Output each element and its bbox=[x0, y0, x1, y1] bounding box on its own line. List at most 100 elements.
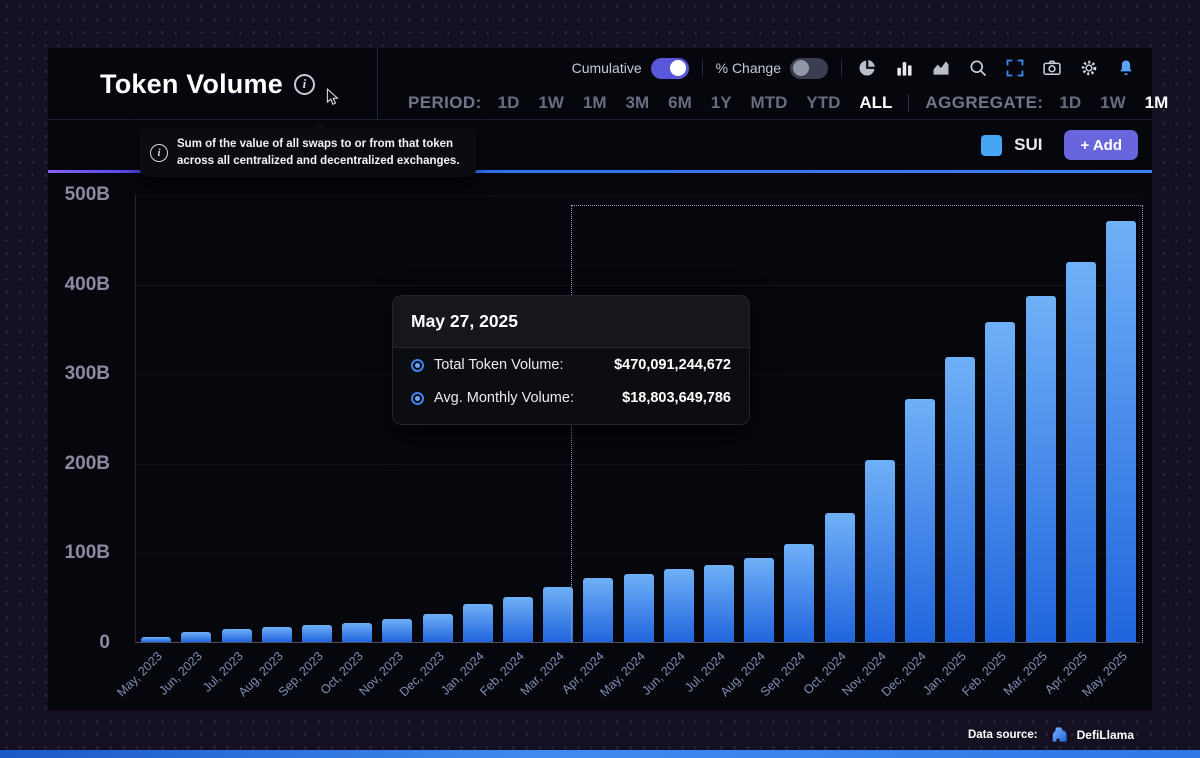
bar-sep-2023[interactable] bbox=[301, 624, 332, 642]
bar-feb-2025[interactable] bbox=[985, 322, 1016, 642]
bar-chart-icon[interactable] bbox=[892, 56, 916, 80]
bar-may-2023[interactable] bbox=[141, 636, 172, 642]
pie-chart-icon[interactable] bbox=[855, 56, 879, 80]
legend-token-label: SUI bbox=[1014, 135, 1043, 154]
notifications-bell-icon[interactable] bbox=[1114, 56, 1138, 80]
bar-jul-2023[interactable] bbox=[221, 629, 252, 642]
y-tick-label: 100B bbox=[64, 542, 110, 564]
y-tick-label: 300B bbox=[64, 363, 110, 385]
bar-nov-2023[interactable] bbox=[382, 618, 413, 642]
option-1w[interactable]: 1W bbox=[1100, 93, 1126, 112]
y-tick-label: 200B bbox=[64, 452, 110, 474]
pct-change-label: % Change bbox=[715, 60, 781, 76]
option-1m[interactable]: 1M bbox=[1144, 93, 1169, 112]
divider bbox=[908, 94, 910, 112]
bar-aug-2023[interactable] bbox=[261, 626, 292, 642]
bar-aug-2024[interactable] bbox=[744, 557, 775, 642]
settings-gear-icon[interactable] bbox=[1077, 56, 1101, 80]
camera-icon[interactable] bbox=[1040, 56, 1064, 80]
chart-tooltip: May 27, 2025 Total Token Volume: $470,09… bbox=[392, 295, 750, 425]
tooltip-row-value: $18,803,649,786 bbox=[622, 390, 731, 406]
chart-controls: Cumulative % Change bbox=[572, 48, 1138, 88]
gridline bbox=[136, 463, 1140, 465]
plot-area bbox=[135, 195, 1143, 643]
data-source: Data source: DefiLlama bbox=[968, 726, 1134, 743]
period-options: 1D 1W 1M 3M 6M 1Y MTD YTD ALL bbox=[498, 93, 893, 113]
mouse-cursor-icon bbox=[326, 88, 339, 105]
bottom-accent-bar bbox=[0, 750, 1200, 758]
panel-header: Token Volume Cumulative % Change bbox=[48, 48, 1168, 120]
cumulative-label: Cumulative bbox=[571, 60, 642, 76]
bar-jun-2024[interactable] bbox=[663, 569, 694, 642]
cumulative-toggle-group: Cumulative bbox=[571, 57, 689, 79]
toggle-knob bbox=[669, 60, 686, 76]
bar-apr-2024[interactable] bbox=[583, 577, 614, 642]
area-chart-icon[interactable] bbox=[929, 56, 953, 80]
cumulative-toggle[interactable] bbox=[650, 57, 689, 79]
search-icon[interactable] bbox=[966, 56, 990, 80]
defillama-logo-icon[interactable] bbox=[1051, 726, 1068, 743]
gridline bbox=[136, 195, 1140, 196]
y-tick-label: 400B bbox=[64, 273, 110, 295]
option-ytd[interactable]: YTD bbox=[806, 93, 841, 112]
aggregate-options: 1D 1W 1M bbox=[1059, 93, 1168, 113]
bar-nov-2024[interactable] bbox=[864, 460, 895, 642]
token-volume-panel: Token Volume Cumulative % Change bbox=[48, 48, 1168, 710]
bar-oct-2023[interactable] bbox=[342, 623, 373, 642]
option-1d[interactable]: 1D bbox=[1059, 93, 1082, 112]
toggle-knob bbox=[793, 60, 809, 76]
tooltip-row-value: $470,091,244,672 bbox=[614, 357, 731, 373]
tooltip-date: May 27, 2025 bbox=[393, 296, 749, 348]
bar-dec-2023[interactable] bbox=[422, 614, 453, 642]
y-tick-label: 500B bbox=[64, 184, 110, 205]
gridline bbox=[136, 553, 1140, 555]
aggregate-label: AGGREGATE: bbox=[925, 93, 1044, 112]
tooltip-row: Total Token Volume: $470,091,244,672 bbox=[393, 348, 749, 381]
info-tooltip-text: Sum of the value of all swaps to or from… bbox=[177, 138, 460, 167]
divider bbox=[841, 59, 842, 77]
option-6m[interactable]: 6M bbox=[668, 93, 692, 112]
legend-swatch[interactable] bbox=[981, 134, 1003, 156]
bar-jan-2025[interactable] bbox=[945, 357, 976, 642]
pct-change-toggle-group: % Change bbox=[715, 57, 828, 79]
pct-change-toggle[interactable] bbox=[790, 57, 828, 79]
gridline bbox=[136, 284, 1140, 286]
x-axis-labels: May, 2023 Jun, 2023 Jul, 2023 Aug, 2023 Sep,… bbox=[114, 649, 1140, 709]
y-axis: 500B 400B 300B 200B 100B 0 bbox=[48, 184, 124, 653]
option-1w[interactable]: 1W bbox=[538, 93, 564, 112]
bar-sep-2024[interactable] bbox=[784, 544, 815, 642]
tooltip-row-label: Avg. Monthly Volume: bbox=[434, 390, 574, 406]
info-circle-icon bbox=[150, 143, 168, 162]
y-tick-label: 0 bbox=[99, 632, 110, 653]
option-1m[interactable]: 1M bbox=[582, 93, 607, 112]
bar-mar-2025[interactable] bbox=[1025, 296, 1056, 642]
fullscreen-icon[interactable] bbox=[1003, 56, 1027, 80]
bar-apr-2025[interactable] bbox=[1065, 262, 1096, 642]
defillama-label[interactable]: DefiLlama bbox=[1076, 727, 1134, 742]
title-box: Token Volume bbox=[48, 48, 378, 120]
bar-jun-2023[interactable] bbox=[181, 632, 212, 642]
bar-may-2024[interactable] bbox=[623, 573, 654, 642]
info-icon[interactable] bbox=[293, 73, 315, 95]
option-1d[interactable]: 1D bbox=[497, 93, 520, 112]
bar-oct-2024[interactable] bbox=[824, 512, 855, 642]
bar-dec-2024[interactable] bbox=[904, 399, 935, 642]
bar-feb-2024[interactable] bbox=[502, 597, 533, 642]
period-bar: PERIOD: 1D 1W 1M 3M 6M 1Y MTD YTD ALL AGGREGATE:… bbox=[408, 86, 1184, 120]
bar-jul-2024[interactable] bbox=[703, 564, 734, 642]
option-mtd[interactable]: MTD bbox=[750, 93, 788, 112]
option-all[interactable]: ALL bbox=[859, 93, 893, 112]
tooltip-row-label: Total Token Volume: bbox=[434, 357, 564, 373]
bar-mar-2024[interactable] bbox=[543, 587, 574, 642]
option-1y[interactable]: 1Y bbox=[710, 93, 732, 112]
add-token-button[interactable]: + Add bbox=[1064, 130, 1138, 160]
accent-divider bbox=[48, 170, 1152, 173]
series-dot-icon bbox=[411, 358, 424, 372]
bar-may-2025[interactable] bbox=[1105, 220, 1136, 642]
tooltip-row: Avg. Monthly Volume: $18,803,649,786 bbox=[393, 381, 749, 414]
option-3m[interactable]: 3M bbox=[625, 93, 650, 112]
bar-jan-2024[interactable] bbox=[462, 604, 493, 642]
series-dot-icon bbox=[411, 391, 424, 405]
info-tooltip: Sum of the value of all swaps to or from… bbox=[140, 120, 476, 178]
